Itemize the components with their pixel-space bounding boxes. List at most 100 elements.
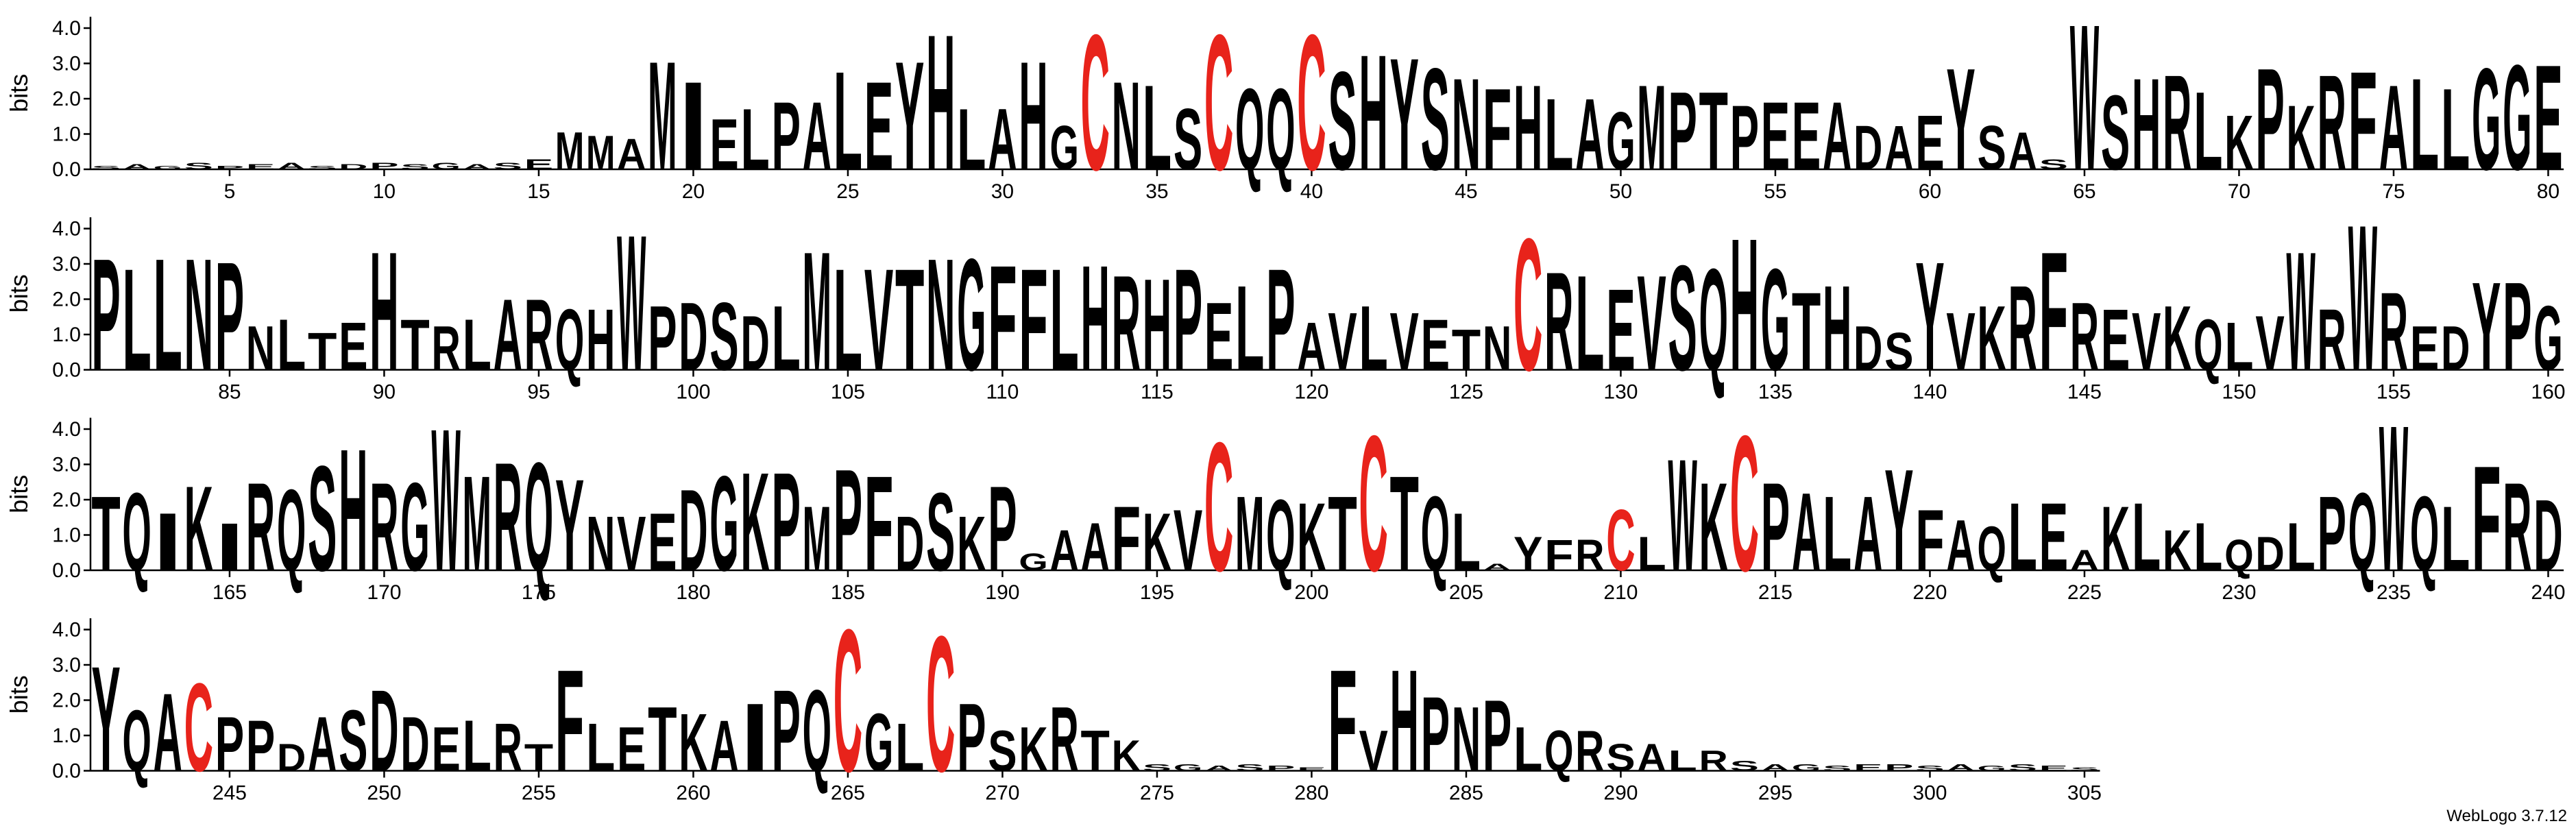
logo-letter: L xyxy=(1049,239,1078,402)
logo-letter: M xyxy=(803,487,831,590)
logo-letter: L xyxy=(2008,483,2037,592)
logo-letter: H xyxy=(1359,21,1387,205)
logo-letter: C xyxy=(1730,395,1759,612)
logo-letter: R xyxy=(1699,744,1728,777)
logo-letter: L xyxy=(154,226,182,404)
x-tick-label: 210 xyxy=(1603,581,1638,604)
logo-letter: E xyxy=(2534,34,2562,202)
logo-letter: Y xyxy=(1514,527,1542,581)
logo-letter: L xyxy=(740,90,769,188)
logo-letter: S xyxy=(1235,762,1264,773)
logo-letter: Q xyxy=(277,465,306,596)
logo-letter: D xyxy=(1854,313,1882,383)
logo-letter: E xyxy=(1606,265,1635,395)
logo-letter: I xyxy=(679,56,707,197)
logo-letter: A xyxy=(1946,762,1975,773)
logo-letter: R xyxy=(2008,260,2037,395)
logo-letter: M xyxy=(648,29,677,202)
logo-letter: L xyxy=(1514,714,1542,785)
logo-letter: L xyxy=(463,304,491,385)
logo-letter: E xyxy=(246,162,275,171)
logo-letter: V xyxy=(1328,296,1357,388)
logo-letter: G xyxy=(1792,762,1821,773)
x-tick-label: 60 xyxy=(1919,180,1941,203)
x-tick-label: 180 xyxy=(676,581,710,604)
logo-letter: S xyxy=(988,718,1017,783)
x-tick-label: 50 xyxy=(1609,180,1632,203)
logo-letter: S xyxy=(400,162,429,171)
logo-letter: I xyxy=(740,684,769,792)
logo-letter: H xyxy=(1019,29,1047,202)
logo-letter: V xyxy=(1946,296,1975,388)
logo-letter: H xyxy=(1143,251,1171,398)
logo-letter: G xyxy=(709,448,738,599)
logo-letter: A xyxy=(1884,113,1913,183)
logo-letter: E xyxy=(648,497,677,589)
logo-letter: W xyxy=(431,387,461,613)
logo-letter: E xyxy=(617,714,646,784)
logo-letter: E xyxy=(339,308,367,385)
logo-letter: E xyxy=(431,714,460,784)
logo-letter: D xyxy=(400,701,429,788)
logo-letter: W xyxy=(2286,216,2315,406)
y-tick-label: 1.0 xyxy=(52,724,81,747)
logo-letter: Y xyxy=(895,30,924,203)
logo-letter: S xyxy=(926,470,955,595)
logo-letter: C xyxy=(834,587,862,815)
logo-letter: N xyxy=(1452,687,1481,790)
logo-letter: A xyxy=(988,90,1017,188)
logo-letter: Q xyxy=(122,470,151,594)
logo-letter: V xyxy=(1390,296,1419,388)
logo-letter: A xyxy=(1946,505,1975,587)
logo-letter: V xyxy=(1637,248,1666,400)
x-tick-label: 270 xyxy=(985,782,1019,805)
logo-letter: R xyxy=(1112,247,1141,399)
logo-letter: L xyxy=(957,90,986,188)
logo-letter: F xyxy=(1112,487,1141,590)
logo-letter: L xyxy=(2441,487,2470,590)
x-tick-label: 165 xyxy=(212,581,247,604)
logo-letter: Q xyxy=(1266,64,1295,195)
logo-letter: W xyxy=(617,195,646,411)
logo-letter: Q xyxy=(2410,474,2439,593)
logo-letter: F xyxy=(864,449,893,600)
y-tick-label: 0.0 xyxy=(52,158,81,181)
logo-letter: A xyxy=(1575,77,1604,191)
x-tick-label: 295 xyxy=(1758,782,1793,805)
logo-letter: V xyxy=(1359,718,1387,783)
logo-letter: W xyxy=(1668,426,1697,605)
logo-letter: R xyxy=(1049,687,1078,790)
x-tick-label: 185 xyxy=(831,581,865,604)
x-tick-label: 10 xyxy=(373,180,396,203)
logo-letter: W xyxy=(2348,182,2377,415)
logo-letter: D xyxy=(369,666,398,796)
logo-letter: K xyxy=(1977,287,2006,389)
logo-letter: D xyxy=(2441,313,2470,383)
logo-letter: T xyxy=(648,687,677,791)
x-tick-label: 5 xyxy=(224,180,236,203)
x-tick-label: 140 xyxy=(1912,381,1947,404)
logo-letter: G xyxy=(400,456,429,597)
logo-letter: K xyxy=(679,697,707,790)
logo-letter: K xyxy=(2163,518,2191,583)
logo-letter: P xyxy=(1483,680,1511,793)
logo-letter: D xyxy=(679,282,707,391)
logo-letter: Q xyxy=(1421,474,1450,593)
y-tick-label: 3.0 xyxy=(52,53,81,75)
y-tick-label: 2.0 xyxy=(52,289,81,311)
logo-letter: T xyxy=(308,321,337,382)
logo-letter: G xyxy=(1174,762,1202,773)
logo-letter: H xyxy=(2132,51,2161,197)
x-tick-label: 265 xyxy=(831,782,865,805)
x-tick-label: 90 xyxy=(373,381,396,404)
x-tick-label: 220 xyxy=(1912,581,1947,604)
logo-letter: V xyxy=(1174,492,1202,589)
logo-letter: C xyxy=(1514,200,1542,411)
y-tick-label: 4.0 xyxy=(52,17,81,40)
logo-letter: P xyxy=(772,444,801,600)
logo-letter: N xyxy=(926,226,955,405)
x-tick-label: 135 xyxy=(1758,381,1793,404)
logo-letter: G xyxy=(2534,287,2562,390)
x-tick-label: 120 xyxy=(1294,381,1328,404)
logo-letter: S xyxy=(2101,74,2130,193)
